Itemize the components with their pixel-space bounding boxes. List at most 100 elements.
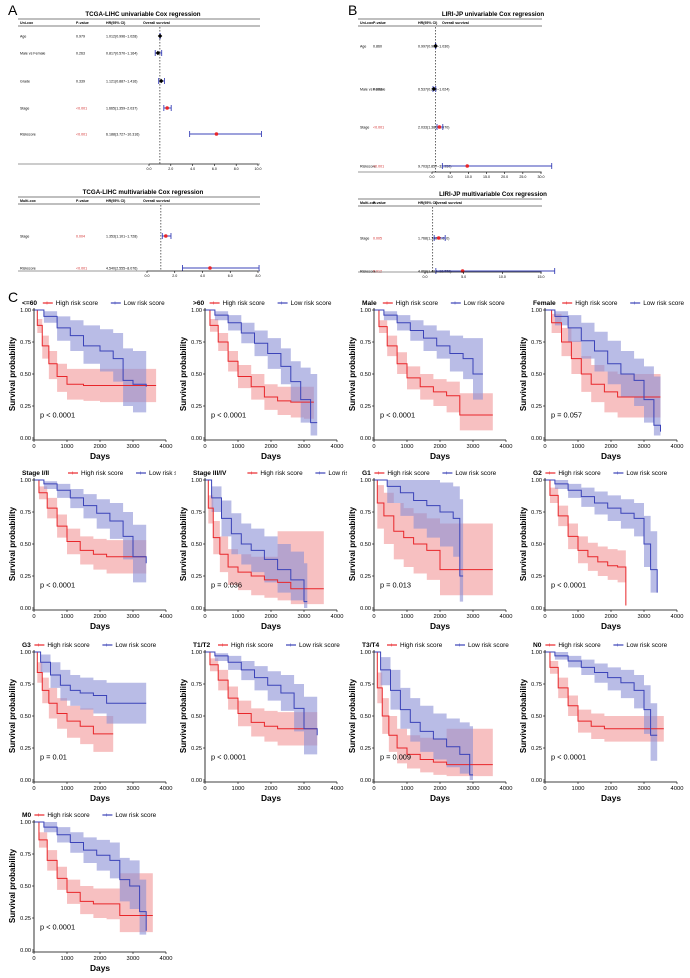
km-x-tick-label: 2000 xyxy=(434,786,447,792)
km-y-tick-label: 0.00 xyxy=(20,778,31,784)
km-group-label: M0 xyxy=(22,812,31,819)
km-y-tick-label: 0.25 xyxy=(20,916,31,922)
km-y-axis-label: Survival probability xyxy=(348,678,357,753)
km-low-ci-band xyxy=(205,480,308,608)
km-y-tick-label: 1.00 xyxy=(191,650,202,656)
km-low-risk-curve xyxy=(545,651,658,736)
forest-row-name: Riskscore xyxy=(20,267,36,271)
km-low-ci-band xyxy=(34,310,147,415)
km-svg-km-n0: N0 + High risk score + Low risk score 0.00 0.2… xyxy=(519,642,683,803)
forest-x-tick-label: 6.0 xyxy=(212,167,217,171)
km-x-axis-label: Days xyxy=(430,793,450,803)
km-group-label: G1 xyxy=(362,470,371,477)
km-high-ci-band xyxy=(374,310,493,431)
km-pvalue: p < 0.0001 xyxy=(551,753,586,762)
forest-title: LIRI-JP multivariable Cox regression xyxy=(439,191,547,198)
km-legend-low-label: Low risk score xyxy=(626,642,667,649)
km-plot-km-male: Male + High risk score + Low risk score 0.00 0… xyxy=(348,296,516,466)
km-x-tick-label: 4000 xyxy=(500,444,513,450)
km-y-tick-label: 1.00 xyxy=(531,478,542,484)
km-x-tick-label: 3000 xyxy=(638,786,651,792)
km-y-axis-label: Survival probability xyxy=(8,848,17,923)
km-high-risk-curve xyxy=(34,479,147,558)
km-legend-high-label: High risk score xyxy=(400,642,443,649)
forest-point xyxy=(465,164,470,168)
forest-row-pvalue: <0.001 xyxy=(373,165,384,169)
forest-row-pvalue: <0.001 xyxy=(76,107,87,111)
forest-x-tick-label: 2.0 xyxy=(168,167,173,171)
km-x-tick-label: 0 xyxy=(543,614,546,620)
km-y-tick-label: 0.75 xyxy=(20,852,31,858)
km-y-tick-label: 0.25 xyxy=(531,746,542,752)
panel-letter-b: B xyxy=(348,2,358,18)
km-low-risk-curve xyxy=(374,651,473,776)
km-legend-high-label: High risk score xyxy=(81,470,124,477)
forest-row-name: Male vs Female xyxy=(360,88,385,92)
km-x-tick-label: 2000 xyxy=(94,956,107,962)
forest-row-name: Male vs Female xyxy=(20,52,45,56)
km-legend-low-plus: + xyxy=(138,471,142,477)
km-x-tick-label: 3000 xyxy=(467,786,480,792)
km-low-ci-band xyxy=(545,480,658,606)
km-y-tick-label: 1.00 xyxy=(360,650,371,656)
km-x-tick-label: 0 xyxy=(203,614,206,620)
km-legend-low-label: Low risk score xyxy=(626,470,667,477)
km-x-axis-label: Days xyxy=(601,793,621,803)
km-legend-high-plus: + xyxy=(389,643,393,649)
forest-x-tick-label: 10.0 xyxy=(499,275,506,279)
forest-title: TCGA-LIHC univariable Cox regression xyxy=(85,11,200,18)
forest-row-pvalue: 0.860 xyxy=(373,45,382,49)
km-legend-low-plus: + xyxy=(105,643,109,649)
forest-row-name: Riskscore xyxy=(360,270,376,274)
km-legend-low-plus: + xyxy=(453,301,457,307)
km-low-ci-band xyxy=(545,310,661,438)
forest-row-pvalue: 0.339 xyxy=(76,80,85,84)
km-legend-high-label: High risk score xyxy=(47,642,90,649)
km-x-tick-label: 4000 xyxy=(331,444,344,450)
km-pvalue: p = 0.01 xyxy=(40,753,67,762)
km-y-tick-label: 0.25 xyxy=(20,574,31,580)
forest-row-hr: 2.033(1.380~2.970) xyxy=(418,126,449,130)
km-y-axis-label: Survival probability xyxy=(348,336,357,411)
km-x-tick-label: 4000 xyxy=(500,786,513,792)
km-legend-high-plus: + xyxy=(250,471,254,477)
forest-header-os: Overall survival xyxy=(442,21,469,25)
forest-col-label: Uni-cox xyxy=(20,21,33,25)
km-x-tick-label: 0 xyxy=(203,786,206,792)
forest-header-hr: HR(95% CI) xyxy=(106,199,126,203)
km-legend-high-label: High risk score xyxy=(223,300,266,307)
forest-x-tick-label: 8.0 xyxy=(256,274,261,278)
km-high-ci-band xyxy=(545,480,626,608)
forest-plot-liri-multi: LIRI-JP multivariable Cox regression Mult… xyxy=(358,188,688,286)
forest-row-hr: 4.860(1.403~16.770) xyxy=(418,270,451,274)
km-pvalue: p < 0.0001 xyxy=(40,923,75,932)
forest-x-tick-label: 2.0 xyxy=(172,274,177,278)
forest-x-tick-label: 8.0 xyxy=(234,167,239,171)
km-x-axis-label: Days xyxy=(261,451,281,461)
km-y-tick-label: 0.00 xyxy=(20,436,31,442)
km-y-tick-label: 0.25 xyxy=(360,404,371,410)
km-y-axis-label: Survival probability xyxy=(8,678,17,753)
km-high-risk-curve xyxy=(205,309,314,403)
km-x-tick-label: 2000 xyxy=(605,614,618,620)
km-x-tick-label: 2000 xyxy=(265,614,278,620)
km-legend-low-plus: + xyxy=(113,301,117,307)
km-x-tick-label: 3000 xyxy=(127,956,140,962)
km-legend-high-label: High risk score xyxy=(558,642,601,649)
forest-x-tick-label: 5.0 xyxy=(448,175,453,179)
km-low-risk-curve xyxy=(34,651,147,704)
km-low-risk-curve xyxy=(34,309,147,387)
km-legend-low-plus: + xyxy=(445,471,449,477)
forest-svg-liri-uni: LIRI-JP univariable Cox regression Uni-co… xyxy=(358,11,553,179)
km-group-label: >60 xyxy=(193,300,205,307)
km-group-label: G2 xyxy=(533,470,542,477)
km-legend-high-plus: + xyxy=(548,643,552,649)
km-x-axis-label: Days xyxy=(261,793,281,803)
km-y-axis-label: Survival probability xyxy=(519,506,528,581)
km-y-tick-label: 0.00 xyxy=(360,606,371,612)
km-svg-km-g2: G2 + High risk score + Low risk score 0.00 0.2… xyxy=(519,470,683,631)
forest-row-hr: 9.703(2.857~32.950) xyxy=(418,165,451,169)
km-group-label: Stage III/IV xyxy=(193,470,227,477)
forest-x-tick-label: 0.0 xyxy=(430,175,435,179)
forest-plot-tcga-uni: TCGA-LIHC univariable Cox regression Uni-… xyxy=(18,8,268,178)
